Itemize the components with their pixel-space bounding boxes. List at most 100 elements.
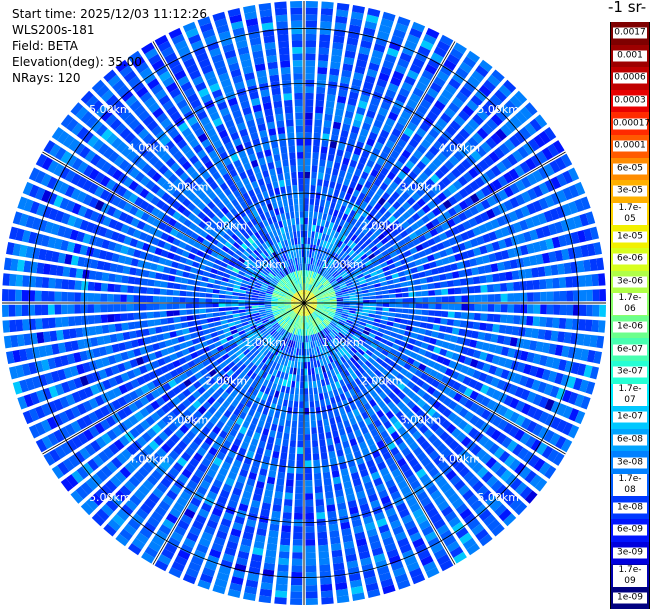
- scan-cell: [69, 328, 77, 339]
- scan-cell: [447, 288, 455, 295]
- scan-cell: [558, 359, 567, 372]
- scan-cell: [153, 303, 160, 310]
- scan-cell: [394, 283, 402, 289]
- scan-cell: [355, 294, 363, 298]
- scan-cell: [408, 309, 416, 314]
- scan-cell: [310, 304, 317, 307]
- scan-cell: [305, 304, 309, 308]
- scan-cell: [140, 312, 148, 320]
- scan-cell: [347, 97, 358, 107]
- scan-cell: [140, 320, 149, 328]
- scan-cell: [337, 95, 347, 104]
- scan-cell: [553, 291, 561, 302]
- scan-cell: [233, 437, 242, 447]
- scan-cell: [344, 50, 356, 59]
- scan-cell: [416, 160, 427, 171]
- scan-cell: [400, 367, 409, 376]
- scan-cell: [374, 369, 382, 377]
- scan-cell: [350, 11, 364, 21]
- scan-cell: [359, 279, 367, 285]
- scan-cell: [524, 327, 533, 338]
- scan-cell: [258, 440, 266, 449]
- scan-cell: [333, 352, 340, 360]
- scan-cell: [41, 290, 49, 302]
- scan-cell: [246, 429, 254, 438]
- scan-cell: [377, 327, 386, 334]
- scan-cell: [509, 411, 520, 424]
- scan-cell: [245, 294, 253, 298]
- scan-cell: [318, 275, 324, 282]
- scan-cell: [482, 233, 491, 244]
- scan-cell: [301, 315, 303, 323]
- scan-cell: [495, 109, 508, 122]
- scan-cell: [310, 257, 314, 265]
- scan-cell: [74, 280, 82, 290]
- scan-cell: [317, 246, 322, 253]
- scan-cell: [300, 322, 302, 330]
- scan-cell: [295, 354, 299, 362]
- scan-cell: [238, 503, 249, 512]
- scan-cell: [475, 65, 489, 78]
- scan-cell: [310, 303, 318, 305]
- scan-cell: [406, 255, 415, 263]
- scan-cell: [310, 237, 314, 245]
- scan-cell: [318, 47, 330, 55]
- scan-cell: [274, 596, 287, 605]
- scan-cell: [584, 319, 593, 332]
- scan-cell: [279, 544, 290, 553]
- scan-cell: [305, 66, 315, 74]
- scan-cell: [394, 338, 402, 346]
- scan-cell: [357, 134, 367, 144]
- scan-cell: [328, 376, 335, 385]
- scan-cell: [342, 354, 350, 362]
- scan-cell: [385, 457, 395, 467]
- scan-cell: [258, 303, 265, 306]
- scan-cell: [444, 107, 456, 119]
- scan-cell: [264, 303, 272, 305]
- scan-cell: [325, 431, 332, 440]
- scan-cell: [286, 413, 292, 421]
- scan-cell: [553, 304, 561, 315]
- scan-cell: [491, 241, 501, 251]
- scan-cell: [307, 315, 310, 322]
- scan-cell: [406, 241, 415, 249]
- scan-cell: [401, 405, 411, 415]
- scan-cell: [304, 335, 306, 343]
- scan-cell: [345, 334, 352, 340]
- scan-cell: [329, 305, 337, 308]
- scan-cell: [519, 106, 533, 120]
- scan-cell: [304, 348, 307, 356]
- scan-cell: [305, 298, 309, 302]
- scan-cell: [166, 296, 173, 303]
- scan-cell: [305, 525, 315, 533]
- scan-cell: [358, 366, 366, 375]
- scan-cell: [479, 245, 488, 255]
- scan-cell: [309, 306, 315, 312]
- scan-cell: [116, 332, 124, 342]
- scan-cell: [290, 347, 295, 355]
- scan-cell: [400, 244, 409, 252]
- scan-cell: [466, 249, 475, 258]
- scan-cell: [577, 363, 587, 377]
- scan-cell: [446, 423, 457, 434]
- scan-cell: [291, 420, 298, 428]
- scan-cell: [390, 561, 404, 571]
- scan-cell: [501, 436, 513, 449]
- scan-cell: [339, 393, 347, 401]
- scan-cell: [315, 505, 325, 513]
- scan-cell: [383, 161, 393, 171]
- scan-cell: [311, 313, 317, 319]
- scan-cell: [405, 371, 414, 380]
- scan-cell: [310, 304, 317, 307]
- scan-cell: [537, 166, 549, 180]
- scan-cell: [290, 578, 303, 586]
- scan-cell: [368, 313, 376, 318]
- scan-cell: [232, 310, 240, 314]
- scan-cell: [358, 324, 366, 330]
- scan-cell: [508, 384, 519, 396]
- scan-cell: [378, 24, 392, 34]
- scan-cell: [464, 196, 474, 207]
- scan-cell: [304, 243, 307, 251]
- scan-cell: [382, 299, 390, 303]
- scan-cell: [313, 347, 318, 355]
